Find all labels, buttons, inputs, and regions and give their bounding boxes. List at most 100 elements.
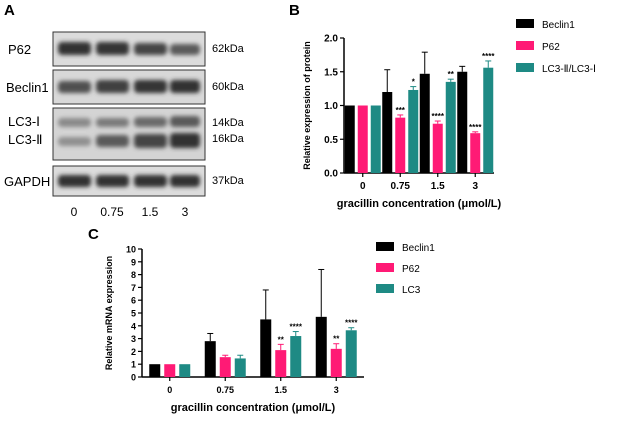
bar: [457, 71, 468, 173]
bar: [345, 330, 357, 377]
x-tick-label: 0.75: [391, 181, 411, 192]
bar: [330, 348, 342, 377]
blot-band: [96, 80, 129, 93]
bar: [445, 81, 456, 173]
bar: [357, 105, 368, 173]
x-tick-label: 0: [360, 181, 366, 192]
bar: [432, 123, 443, 173]
legend-label: Beclin1: [542, 20, 575, 31]
western-blot-panel: P62 62kDa Beclin1 60kDa LC3-Ⅰ LC3-Ⅱ 14kD…: [4, 31, 245, 219]
panel-label-b: B: [289, 2, 300, 19]
y-axis-label: Relative expression of protein: [302, 41, 312, 170]
blot-band: [58, 118, 91, 127]
blot-lane-label: 1.5: [142, 205, 159, 219]
blot-band: [96, 135, 129, 147]
legend-label: Beclin1: [402, 243, 435, 254]
x-tick-label: 1.5: [431, 181, 445, 192]
x-tick-label: 1.5: [274, 385, 287, 395]
bar: [179, 364, 191, 377]
blot-band: [134, 175, 167, 187]
y-tick-label: 5: [131, 309, 136, 319]
bar: [275, 350, 287, 377]
blot-label-lc3-i: LC3-Ⅰ: [8, 114, 40, 129]
blot-band: [96, 175, 129, 187]
blot-band: [96, 118, 129, 127]
blot-band: [170, 44, 200, 55]
bar: [204, 341, 216, 377]
bar: [382, 92, 393, 173]
bar: [164, 364, 176, 377]
legend-label: LC3: [402, 285, 421, 296]
significance-mark: ****: [469, 123, 482, 132]
blot-band: [134, 117, 167, 127]
panel-label-c: C: [88, 226, 99, 243]
legend-swatch: [516, 41, 534, 50]
blot-lane-label: 0.75: [100, 205, 124, 219]
significance-mark: ****: [482, 52, 495, 61]
y-tick-label: 2: [131, 347, 136, 357]
blot-band: [58, 137, 91, 146]
bar: [260, 319, 272, 377]
bar: [290, 336, 302, 377]
bar: [344, 105, 355, 173]
blot-lane-label: 0: [71, 205, 78, 219]
x-tick-label: 0.75: [216, 385, 234, 395]
bar: [234, 358, 246, 377]
y-tick-label: 4: [131, 321, 136, 331]
y-tick-label: 1.0: [324, 101, 338, 112]
bar: [408, 89, 419, 173]
x-tick-label: 3: [472, 181, 478, 192]
y-tick-label: 7: [131, 283, 136, 293]
y-tick-label: 8: [131, 270, 136, 280]
bar: [483, 67, 494, 173]
blot-label-beclin1: Beclin1: [6, 80, 49, 95]
blot-band: [58, 42, 91, 55]
bar: [149, 364, 161, 377]
y-tick-label: 9: [131, 257, 136, 267]
significance-mark: ****: [290, 323, 303, 332]
significance-mark: ****: [432, 112, 445, 121]
blot-label-lc3-ii: LC3-Ⅱ: [8, 132, 43, 147]
significance-mark: ****: [345, 319, 358, 328]
bar: [315, 316, 327, 377]
legend-swatch: [516, 63, 534, 72]
x-axis-label: gracillin concentration (μmol/L): [337, 198, 502, 210]
y-tick-label: 1.5: [324, 67, 338, 78]
blot-kda-lc3-ii: 16kDa: [212, 133, 245, 145]
y-tick-label: 2.0: [324, 34, 338, 45]
y-tick-label: 0.0: [324, 169, 338, 180]
significance-mark: ***: [396, 106, 406, 115]
significance-mark: **: [333, 335, 340, 344]
legend-label: LC3-Ⅱ/LC3-Ⅰ: [542, 64, 596, 75]
blot-label-p62: P62: [8, 42, 31, 57]
legend-swatch: [376, 284, 394, 293]
blot-band: [170, 133, 200, 148]
bar: [219, 357, 231, 377]
bar: [419, 73, 430, 173]
blot-kda-gapdh: 37kDa: [212, 175, 245, 187]
blot-label-gapdh: GAPDH: [4, 174, 50, 189]
blot-band: [170, 175, 200, 187]
x-axis-label: gracillin concentration (μmol/L): [171, 402, 336, 414]
x-tick-label: 3: [334, 385, 339, 395]
y-axis-label: Relative mRNA expression: [104, 256, 114, 370]
blot-band: [134, 43, 167, 55]
blot-band: [170, 80, 200, 93]
legend-label: P62: [402, 264, 420, 275]
blot-kda-beclin1: 60kDa: [212, 81, 245, 93]
y-tick-label: 3: [131, 334, 136, 344]
bar: [370, 105, 381, 173]
legend-swatch: [376, 263, 394, 272]
blot-band: [170, 116, 200, 127]
protein-expression-chart: 0.00.51.01.52.00 0.75****1.5******3******…: [302, 19, 596, 210]
x-tick-label: 0: [167, 385, 172, 395]
legend-swatch: [516, 19, 534, 28]
significance-mark: **: [278, 335, 285, 344]
blot-lane-label: 3: [182, 205, 189, 219]
significance-mark: **: [448, 70, 455, 79]
y-tick-label: 10: [126, 245, 136, 255]
blot-band: [58, 81, 91, 93]
blot-band: [58, 175, 91, 187]
y-tick-label: 1: [131, 360, 136, 370]
legend-swatch: [376, 242, 394, 251]
